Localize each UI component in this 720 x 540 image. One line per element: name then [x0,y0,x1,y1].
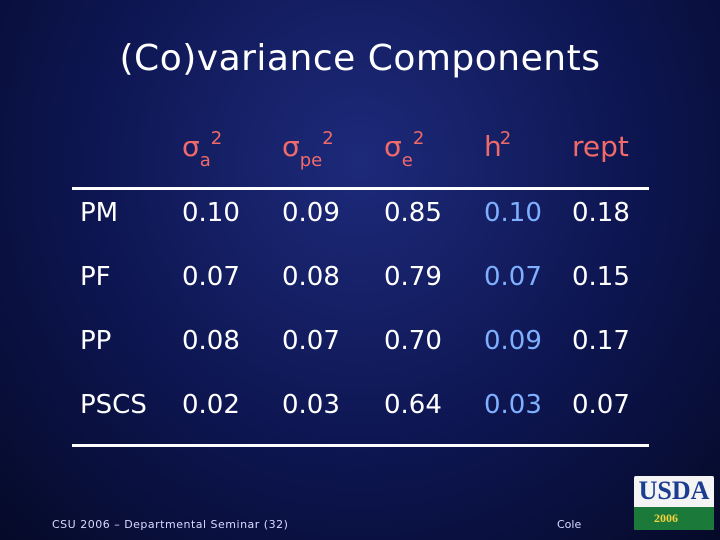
cell-sigma-e: 0.64 [384,390,442,420]
cell-h2: 0.10 [484,198,542,228]
header-sigma-pe: σpe2 [282,128,334,171]
cell-rept: 0.17 [572,326,630,356]
cell-h2: 0.09 [484,326,542,356]
cell-sigma-a: 0.10 [182,198,240,228]
table-top-rule [72,187,649,190]
cell-sigma-a: 0.02 [182,390,240,420]
header-h2: h2 [484,128,513,163]
table-row: PF 0.07 0.08 0.79 0.07 0.15 [0,262,720,302]
h2-superscript: 2 [499,128,512,149]
header-sigma-a: σa2 [182,128,223,171]
sigma-pe-superscript: 2 [322,128,334,149]
usda-logo-band [634,507,714,530]
cell-sigma-a: 0.07 [182,262,240,292]
cell-sigma-e: 0.70 [384,326,442,356]
cell-sigma-a: 0.08 [182,326,240,356]
slide-title: (Co)variance Components [119,38,601,79]
table-bottom-rule [72,444,649,447]
table-row: PM 0.10 0.09 0.85 0.10 0.18 [0,198,720,238]
usda-logo-text: USDA [638,476,710,505]
cell-sigma-e: 0.79 [384,262,442,292]
header-rept: rept [572,130,629,163]
row-label: PSCS [80,390,147,420]
cell-h2: 0.07 [484,262,542,292]
row-label: PP [80,326,112,356]
footer-seminar-label: CSU 2006 – Departmental Seminar (32) [52,518,289,531]
cell-h2: 0.03 [484,390,542,420]
cell-sigma-e: 0.85 [384,198,442,228]
sigma-pe-subscript: pe [299,150,323,171]
sigma-symbol: σ [182,130,200,163]
cell-rept: 0.07 [572,390,630,420]
cell-sigma-pe: 0.08 [282,262,340,292]
sigma-symbol: σ [282,130,300,163]
table-row: PSCS 0.02 0.03 0.64 0.03 0.07 [0,390,720,430]
table-row: PP 0.08 0.07 0.70 0.09 0.17 [0,326,720,366]
sigma-a-superscript: 2 [210,128,223,149]
header-sigma-e: σe2 [384,128,425,171]
cell-rept: 0.18 [572,198,630,228]
row-label: PF [80,262,111,292]
cell-sigma-pe: 0.09 [282,198,340,228]
footer-author: Cole [557,518,582,531]
sigma-e-subscript: e [401,150,413,171]
sigma-e-superscript: 2 [412,128,425,149]
sigma-symbol: σ [384,130,402,163]
cell-sigma-pe: 0.03 [282,390,340,420]
usda-logo-year: 2006 [654,511,678,525]
row-label: PM [80,198,119,228]
cell-rept: 0.15 [572,262,630,292]
usda-logo: USDA 2006 [634,476,714,530]
cell-sigma-pe: 0.07 [282,326,340,356]
h2-base: h [484,130,502,163]
sigma-a-subscript: a [199,150,211,171]
